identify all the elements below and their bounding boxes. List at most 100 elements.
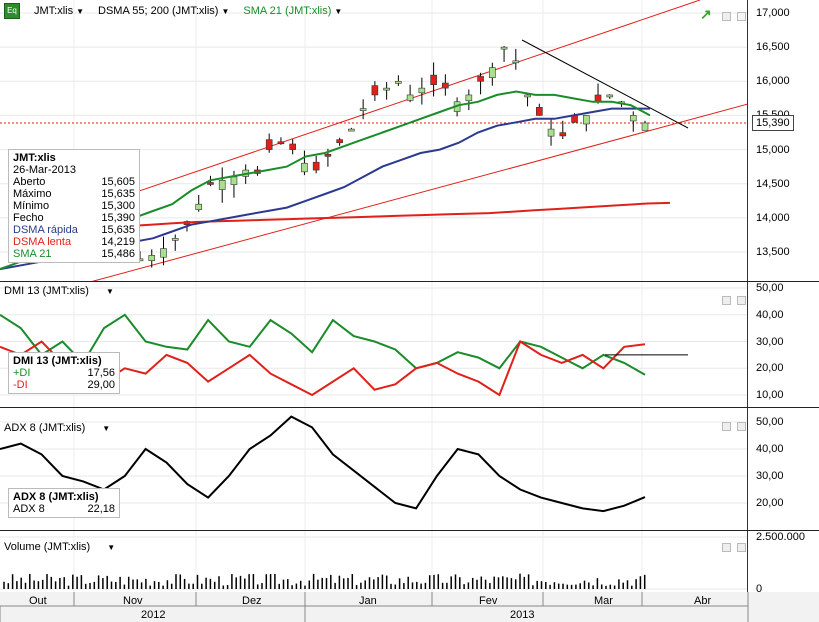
adx-plot[interactable] <box>0 408 748 530</box>
dsma-selector[interactable]: DSMA 55; 200 (JMT:xlis) ▼ <box>98 5 229 17</box>
volume-header[interactable]: Volume (JMT:xlis) ▼ <box>4 541 115 553</box>
time-axis-ticks <box>0 592 749 622</box>
candle-body <box>559 132 567 137</box>
legend-date: 26-Mar-2013 <box>13 164 76 176</box>
price-pane: Eq JMT:xlis ▼ DSMA 55; 200 (JMT:xlis) ▼ SM… <box>0 0 819 282</box>
legend-row-value: 15,486 <box>101 248 135 260</box>
close-pane-button[interactable] <box>737 12 746 21</box>
axis-tick-label: 20,00 <box>756 362 784 375</box>
price-axis: 17,00016,50016,00015,50015,00014,50014,0… <box>748 0 819 281</box>
legend-row-value: 15,635 <box>101 224 135 236</box>
candle-body <box>489 67 496 79</box>
chevron-down-icon: ▼ <box>102 423 111 433</box>
chevron-down-icon: ▼ <box>334 7 343 16</box>
price-legend: JMT:xlis 26-Mar-2013 Aberto 15,605 Máximo 1… <box>8 149 140 263</box>
candle-body <box>371 85 379 96</box>
candle-body <box>500 46 508 50</box>
symbol-label: JMT:xlis <box>34 5 74 17</box>
volume-pane: Volume (JMT:xlis) ▼ 2.500.000 0 <box>0 531 819 595</box>
legend-row: Aberto 15,605 <box>13 176 135 188</box>
legend-row: SMA 21 15,486 <box>13 248 135 260</box>
volume-axis: 2.500.000 0 <box>748 531 819 595</box>
chevron-down-icon: ▼ <box>105 286 114 296</box>
legend-row-value: 15,390 <box>101 212 135 224</box>
candle-body <box>218 180 226 190</box>
candle-body <box>312 161 320 171</box>
candle-body <box>324 153 332 157</box>
close-pane-button[interactable] <box>737 422 746 431</box>
equity-icon[interactable]: Eq <box>4 3 20 19</box>
trend-arrow-icon[interactable]: ↗ <box>700 6 712 22</box>
plus-di-value: 17,56 <box>87 367 115 379</box>
candle-body <box>418 87 426 94</box>
candle-body <box>512 60 520 64</box>
axis-tick-label: 13,500 <box>756 246 790 258</box>
month-label: Mar <box>594 595 613 607</box>
axis-tick-label: 30,00 <box>756 335 784 348</box>
minus-di-label: -DI <box>13 379 28 391</box>
adx-line <box>0 415 646 513</box>
dmi-legend-title: DMI 13 (JMT:xlis) <box>13 355 102 367</box>
axis-tick-label: 16,500 <box>756 41 790 54</box>
dsma-slow-line <box>59 201 671 233</box>
maximize-pane-button[interactable] <box>722 296 731 305</box>
candle-body <box>629 115 637 122</box>
month-label: Fev <box>479 595 498 607</box>
price-plot[interactable] <box>0 0 748 281</box>
dmi-axis: 50,00 40,00 30,00 20,00 10,00 <box>748 282 819 407</box>
legend-row: Máximo 15,635 <box>13 188 135 200</box>
maximize-pane-button[interactable] <box>722 422 731 431</box>
legend-row: Mínimo 15,300 <box>13 200 135 212</box>
maximize-pane-button[interactable] <box>722 12 731 21</box>
sma-label: SMA 21 (JMT:xlis) <box>243 5 332 17</box>
month-label: Abr <box>694 595 712 607</box>
candle-body <box>148 255 156 261</box>
plus-di-label: +DI <box>13 367 31 379</box>
chevron-down-icon: ▼ <box>107 542 116 552</box>
candle-body <box>641 122 649 131</box>
candle-body <box>230 176 238 185</box>
dmi-header-label: DMI 13 (JMT:xlis) <box>4 285 89 297</box>
last-price-tag: 15,390 <box>752 115 794 131</box>
volume-plot[interactable] <box>0 531 748 592</box>
year-label: 2013 <box>510 609 535 621</box>
time-axis[interactable]: Out Nov Dez Jan Fev Mar Abr 2012 2013 <box>0 592 819 622</box>
sma-selector[interactable]: SMA 21 (JMT:xlis) ▼ <box>243 5 342 17</box>
candle-body <box>171 238 179 241</box>
dmi-header[interactable]: DMI 13 (JMT:xlis) ▼ <box>4 285 114 297</box>
legend-row: Fecho 15,390 <box>13 212 135 224</box>
chevron-down-icon: ▼ <box>221 7 230 16</box>
channel-lower-line <box>91 103 747 281</box>
month-label: Nov <box>123 595 143 607</box>
close-pane-button[interactable] <box>737 543 746 552</box>
candle-body <box>301 162 308 173</box>
year-label: 2012 <box>141 609 166 621</box>
adx-header[interactable]: ADX 8 (JMT:xlis) ▼ <box>4 422 110 434</box>
candle-body <box>477 76 484 82</box>
candle-body <box>359 108 367 111</box>
candle-body <box>207 182 214 185</box>
candle-body <box>395 80 402 84</box>
candle-body <box>277 141 285 145</box>
candle-body <box>336 139 343 144</box>
axis-tick-label: 16,000 <box>756 75 790 88</box>
candle-body <box>442 82 449 89</box>
symbol-selector[interactable]: JMT:xlis ▼ <box>34 5 84 17</box>
axis-tick-label: 50,00 <box>756 282 784 294</box>
maximize-pane-button[interactable] <box>722 543 731 552</box>
month-label: Dez <box>242 595 262 607</box>
adx-axis: 50,00 40,00 30,00 20,00 <box>748 408 819 530</box>
legend-row-label: DSMA rápida <box>13 224 78 236</box>
candle-body <box>606 94 614 98</box>
legend-row-label: Aberto <box>13 176 46 188</box>
axis-tick-label: 0 <box>756 583 763 595</box>
candle-body <box>289 143 296 150</box>
candle-body <box>383 87 390 91</box>
dsma-label: DSMA 55; 200 (JMT:xlis) <box>98 5 219 17</box>
adx-header-label: ADX 8 (JMT:xlis) <box>4 422 86 434</box>
candle-body <box>524 94 531 98</box>
candle-body <box>195 203 203 210</box>
close-pane-button[interactable] <box>737 296 746 305</box>
candle-body <box>160 248 167 258</box>
axis-tick-label: 14,000 <box>756 211 790 224</box>
